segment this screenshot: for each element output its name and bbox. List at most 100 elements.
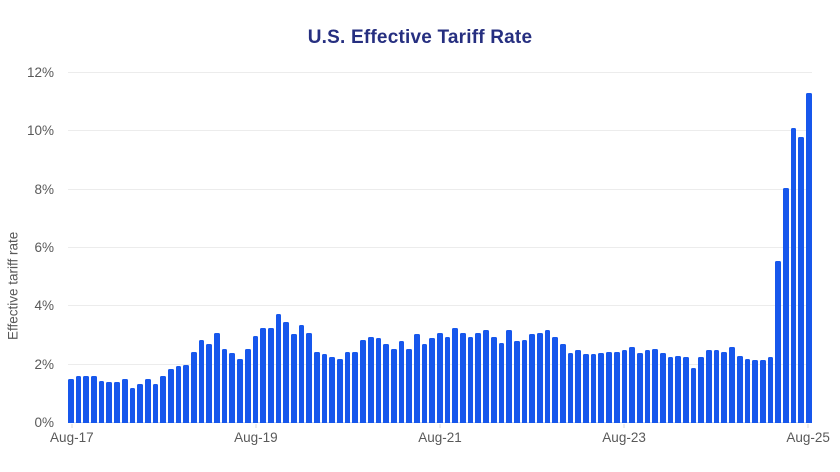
bar xyxy=(721,351,728,423)
bar xyxy=(782,188,789,423)
x-tick-mark xyxy=(71,424,73,428)
bar xyxy=(613,351,620,423)
bar xyxy=(590,354,597,423)
bar xyxy=(529,334,535,423)
bar xyxy=(598,353,605,423)
bar xyxy=(244,348,251,423)
x-axis: Aug-17 Aug-19 Aug-21 Aug-23 Aug-25 xyxy=(50,430,830,448)
bar xyxy=(114,382,120,423)
x-tick-label: Aug-19 xyxy=(234,430,278,445)
bar xyxy=(214,332,220,423)
x-tick-mark xyxy=(439,424,441,428)
bar xyxy=(260,328,266,423)
bar xyxy=(659,353,666,423)
bar xyxy=(383,344,389,423)
bar xyxy=(759,360,766,423)
bar xyxy=(390,348,397,423)
gridline xyxy=(68,130,812,132)
bar xyxy=(283,322,289,423)
bar xyxy=(606,351,612,423)
bar xyxy=(560,344,566,423)
bar xyxy=(698,357,705,423)
bar xyxy=(75,376,82,423)
y-tick-label: 4% xyxy=(34,298,54,314)
bar xyxy=(406,348,412,423)
bar xyxy=(290,334,297,423)
x-tick-label: Aug-25 xyxy=(786,430,830,445)
bar xyxy=(91,376,97,423)
bar xyxy=(183,364,189,423)
bar xyxy=(198,339,205,423)
bar xyxy=(467,336,474,423)
bar xyxy=(513,341,520,423)
x-tick-label: Aug-21 xyxy=(418,430,462,445)
bar xyxy=(652,348,658,423)
bar xyxy=(191,351,197,423)
bar xyxy=(452,328,459,423)
bar xyxy=(713,350,720,423)
bar xyxy=(144,379,151,423)
bar xyxy=(344,351,351,423)
bar xyxy=(706,350,712,423)
bar xyxy=(575,350,582,423)
bar xyxy=(536,332,543,423)
bar xyxy=(229,353,236,423)
bar xyxy=(490,336,497,423)
bar xyxy=(475,332,482,423)
bar xyxy=(321,354,328,423)
bar xyxy=(68,379,74,423)
bar xyxy=(306,332,312,423)
gridline xyxy=(68,72,812,73)
x-tick-label: Aug-23 xyxy=(602,430,646,445)
bar xyxy=(298,325,305,423)
bar xyxy=(121,379,128,423)
bar xyxy=(360,339,366,423)
bar xyxy=(437,332,443,423)
bar xyxy=(398,341,405,423)
gridline xyxy=(68,305,812,307)
bar xyxy=(267,328,274,423)
y-tick-label: 8% xyxy=(34,181,54,197)
bar xyxy=(352,351,359,423)
bar xyxy=(767,357,774,423)
bar xyxy=(175,366,182,423)
bar xyxy=(790,128,797,423)
bar xyxy=(806,93,812,423)
bar xyxy=(98,380,105,423)
gridline xyxy=(68,188,812,190)
bar xyxy=(206,344,213,423)
bar xyxy=(775,261,781,423)
bar xyxy=(106,382,113,423)
bar xyxy=(167,369,174,423)
bar xyxy=(675,355,681,423)
bar xyxy=(83,376,90,423)
bar xyxy=(729,347,735,423)
y-tick-label: 12% xyxy=(26,65,54,80)
bar xyxy=(444,336,451,423)
x-tick-label: Aug-17 xyxy=(50,430,94,445)
bar xyxy=(683,357,689,423)
y-tick-labels: 0% 2% 4% 6% 8% 10% 12% xyxy=(0,65,60,430)
bar xyxy=(413,334,420,423)
bar xyxy=(329,357,336,423)
bar xyxy=(460,332,466,423)
bar xyxy=(498,342,505,423)
bar xyxy=(421,344,428,423)
bar xyxy=(314,351,320,423)
bar xyxy=(337,358,343,423)
bar xyxy=(798,137,804,423)
bar xyxy=(583,354,589,423)
bar xyxy=(375,338,382,423)
bar xyxy=(483,329,489,423)
bar xyxy=(129,388,136,423)
bar xyxy=(221,348,228,423)
bar xyxy=(752,360,758,423)
gridline xyxy=(68,247,812,248)
bar xyxy=(567,353,574,423)
bar xyxy=(367,336,374,423)
bar xyxy=(275,313,282,423)
bar xyxy=(506,329,512,423)
bar xyxy=(152,383,159,423)
bar xyxy=(667,357,674,423)
